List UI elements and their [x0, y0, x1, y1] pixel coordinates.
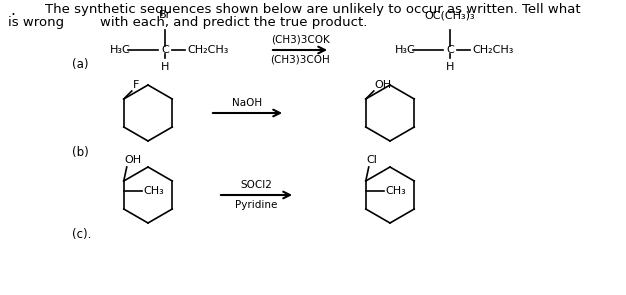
Text: H: H — [446, 62, 454, 72]
Text: CH₂CH₃: CH₂CH₃ — [472, 45, 513, 55]
Text: NaOH: NaOH — [232, 98, 262, 108]
Text: The synthetic sequences shown below are unlikely to occur as written. Tell what: The synthetic sequences shown below are … — [45, 3, 581, 16]
Text: (CH3)3COH: (CH3)3COH — [270, 55, 330, 65]
Text: with each, and predict the true product.: with each, and predict the true product. — [100, 16, 367, 29]
Text: CH₃: CH₃ — [386, 186, 406, 196]
Text: Cl: Cl — [367, 155, 377, 165]
Text: SOCl2: SOCl2 — [240, 180, 272, 190]
Text: C: C — [446, 45, 454, 55]
Text: H₃C: H₃C — [395, 45, 416, 55]
Text: C: C — [161, 45, 169, 55]
Text: F: F — [133, 80, 139, 90]
Text: OH: OH — [125, 155, 142, 165]
Text: is wrong: is wrong — [8, 16, 64, 29]
Text: (c).: (c). — [72, 228, 91, 241]
Text: H: H — [161, 62, 169, 72]
Text: Br: Br — [159, 10, 171, 20]
Text: Pyridine: Pyridine — [235, 200, 278, 210]
Text: (a): (a) — [72, 58, 88, 71]
Text: OH: OH — [375, 80, 392, 90]
Text: CH₃: CH₃ — [144, 186, 165, 196]
Text: (CH3)3COK: (CH3)3COK — [270, 35, 329, 45]
Text: CH₂CH₃: CH₂CH₃ — [187, 45, 228, 55]
Text: H₃C: H₃C — [110, 45, 131, 55]
Text: OC(CH₃)₃: OC(CH₃)₃ — [424, 10, 475, 20]
Text: .: . — [10, 3, 15, 18]
Text: (b): (b) — [72, 146, 89, 159]
